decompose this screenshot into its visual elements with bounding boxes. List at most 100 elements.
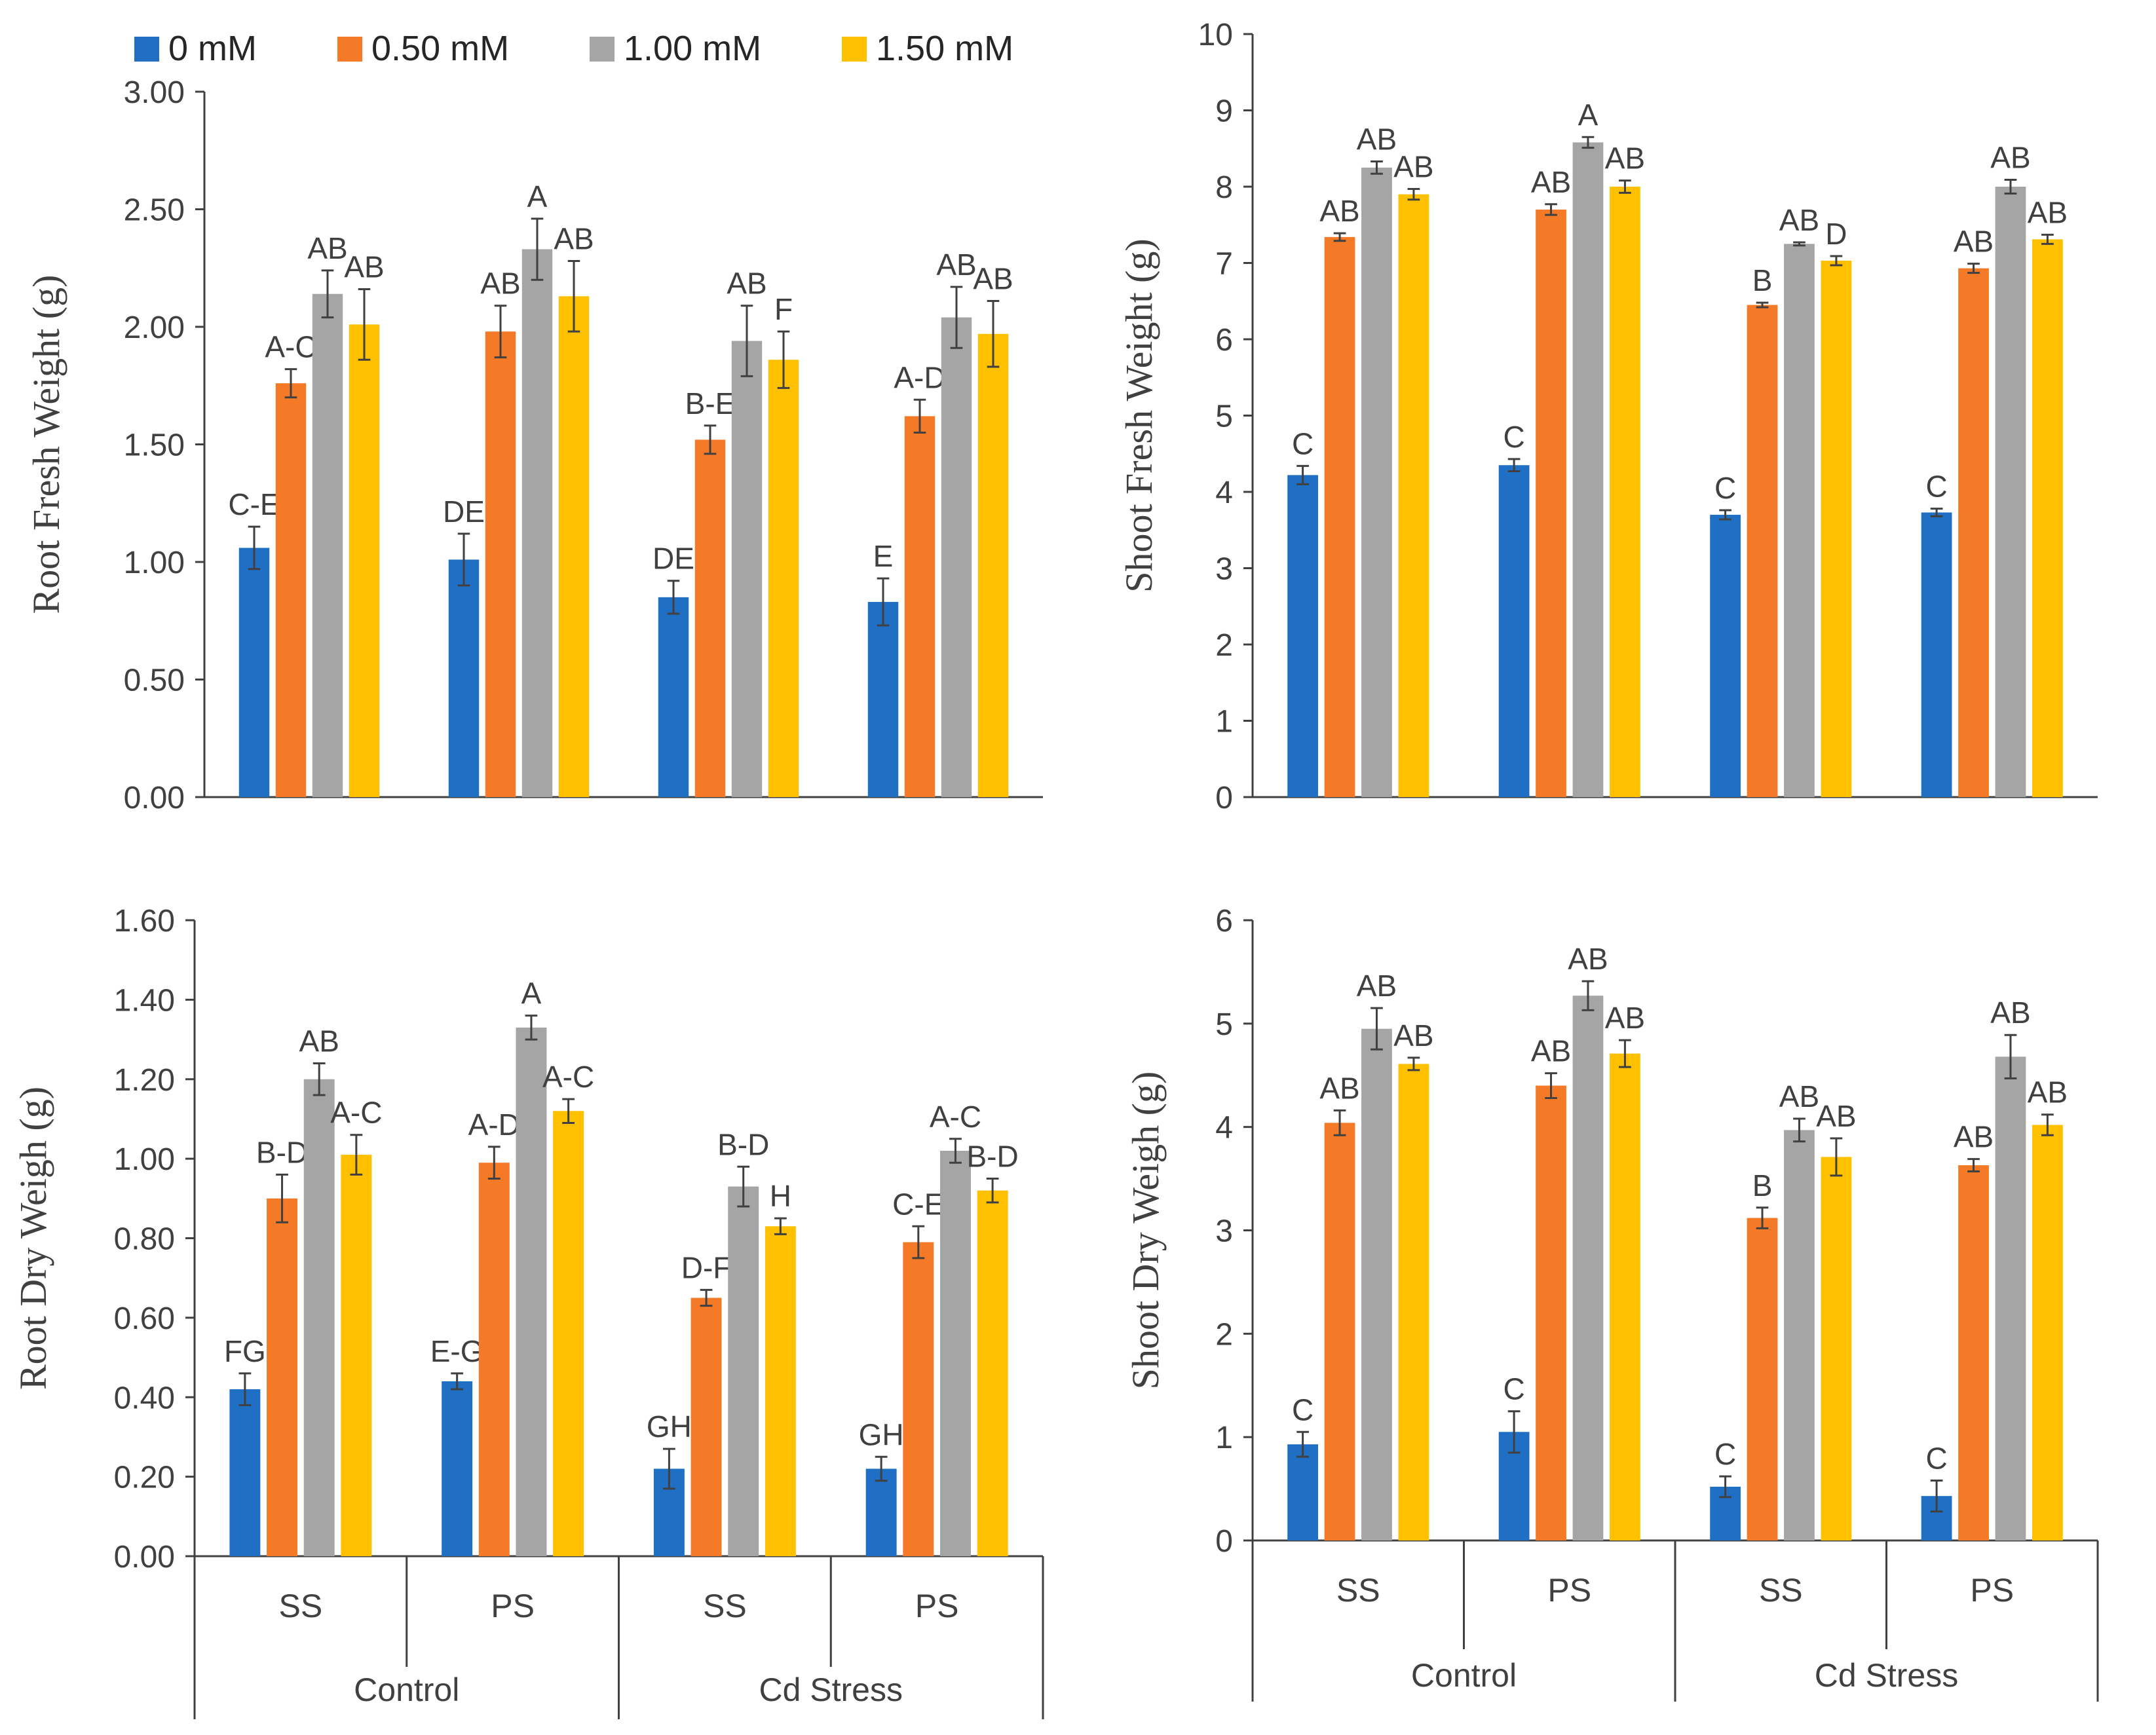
treatment-label: Cd Stress	[759, 1671, 903, 1708]
variety-label: PS	[491, 1588, 535, 1624]
bar	[229, 1389, 261, 1556]
bar	[1398, 194, 1429, 797]
y-tick-label: 0	[1215, 781, 1233, 815]
bar	[303, 1079, 335, 1556]
significance-label: AB	[1605, 141, 1645, 176]
bar	[275, 383, 307, 797]
bar	[1710, 514, 1741, 797]
significance-label: F	[774, 292, 793, 326]
significance-label: D	[1825, 217, 1847, 251]
variety-label: SS	[703, 1588, 747, 1624]
y-tick-label: 2	[1215, 1317, 1233, 1352]
bar	[1324, 1123, 1355, 1540]
bar	[728, 1186, 759, 1556]
bar	[2032, 1125, 2063, 1540]
significance-label: AB	[1954, 225, 1994, 259]
bar	[765, 1226, 796, 1556]
y-tick-label: 0.20	[114, 1461, 175, 1495]
bar	[1572, 996, 1604, 1540]
y-axis-label: Root Dry Weigh (g)	[12, 1087, 54, 1390]
y-tick-label: 1.20	[114, 1063, 175, 1098]
variety-label: PS	[1547, 1572, 1591, 1609]
significance-label: GH	[647, 1409, 692, 1444]
y-axis-label: Shoot Fresh Weight (g)	[1118, 238, 1160, 592]
significance-label: B-E	[685, 386, 736, 420]
bar	[1784, 244, 1815, 797]
variety-label: SS	[279, 1588, 323, 1624]
variety-label: SS	[1759, 1572, 1803, 1609]
significance-label: B-D	[966, 1139, 1018, 1173]
significance-label: AB	[554, 221, 594, 255]
bar	[731, 341, 763, 797]
significance-label: C-E	[892, 1187, 944, 1221]
legend-swatch-0	[134, 37, 159, 62]
significance-label: B	[1752, 1168, 1773, 1203]
significance-label: AB	[1779, 203, 1819, 237]
significance-label: GH	[859, 1417, 904, 1451]
significance-label: B-D	[256, 1135, 308, 1169]
bar	[1324, 236, 1355, 797]
significance-label: C	[1925, 470, 1947, 504]
significance-label: E	[873, 539, 894, 573]
treatment-label: Cd Stress	[1815, 1657, 1959, 1694]
significance-label: AB	[1990, 141, 2030, 175]
bar	[1610, 187, 1640, 797]
bar	[903, 1242, 934, 1556]
significance-label: A-C	[330, 1096, 382, 1130]
significance-label: C	[1503, 420, 1524, 454]
significance-label: A-D	[468, 1108, 520, 1142]
bar	[1536, 1085, 1566, 1540]
bar	[442, 1381, 473, 1556]
significance-label: A-C	[265, 330, 316, 364]
y-tick-label: 1.60	[114, 904, 175, 939]
significance-label: AB	[1393, 1018, 1433, 1053]
y-tick-label: 2	[1215, 628, 1233, 663]
bar	[941, 317, 972, 797]
legend-swatch-1	[337, 37, 362, 62]
significance-label: DE	[443, 494, 485, 529]
significance-label: B-D	[717, 1127, 769, 1161]
significance-label: C	[1925, 1441, 1947, 1475]
y-tick-label: 8	[1215, 170, 1233, 205]
bar	[1361, 167, 1392, 797]
significance-label: A	[521, 977, 542, 1011]
significance-label: A-C	[930, 1100, 981, 1134]
bar	[1821, 1157, 1852, 1540]
significance-label: D-F	[681, 1250, 732, 1284]
bar	[768, 360, 799, 797]
y-tick-label: 1.50	[124, 428, 185, 463]
bar	[1821, 261, 1852, 797]
bar	[516, 1027, 547, 1556]
y-tick-label: 3.00	[124, 75, 185, 110]
bar	[1995, 187, 2026, 797]
significance-label: FG	[224, 1334, 266, 1368]
variety-label: SS	[1336, 1572, 1380, 1609]
y-tick-label: 0.00	[114, 1540, 175, 1575]
y-tick-label: 1	[1215, 705, 1233, 739]
y-tick-label: 3	[1215, 1214, 1233, 1249]
significance-label: B	[1752, 263, 1773, 297]
significance-label: AB	[1954, 1120, 1994, 1154]
y-tick-label: 5	[1215, 400, 1233, 434]
y-tick-label: 2.00	[124, 310, 185, 345]
significance-label: C	[1503, 1372, 1524, 1406]
root-dry-weight-chart: 0.00 0.20 0.40 0.60 0.80 1.00 1.20 1.40 1.60 Root…	[12, 904, 1044, 1719]
bar	[267, 1198, 298, 1556]
bar	[1995, 1056, 2026, 1540]
significance-label: AB	[1531, 165, 1571, 199]
bar	[690, 1297, 722, 1556]
significance-label: AB	[2028, 195, 2068, 229]
variety-label: PS	[1970, 1572, 2014, 1609]
bar	[1921, 512, 1952, 797]
bar	[1958, 268, 1989, 797]
significance-label: AB	[1393, 149, 1433, 183]
significance-label: AB	[1990, 996, 2030, 1030]
legend-label-3: 1.50 mM	[876, 29, 1013, 68]
root-fresh-weight-chart: 0.00 0.50 1.00 1.50 2.00 2.50 3.00 Root Fresh W…	[25, 75, 1043, 815]
bar	[478, 1163, 510, 1556]
significance-label: AB	[2028, 1075, 2068, 1110]
y-tick-label: 0.60	[114, 1301, 175, 1336]
